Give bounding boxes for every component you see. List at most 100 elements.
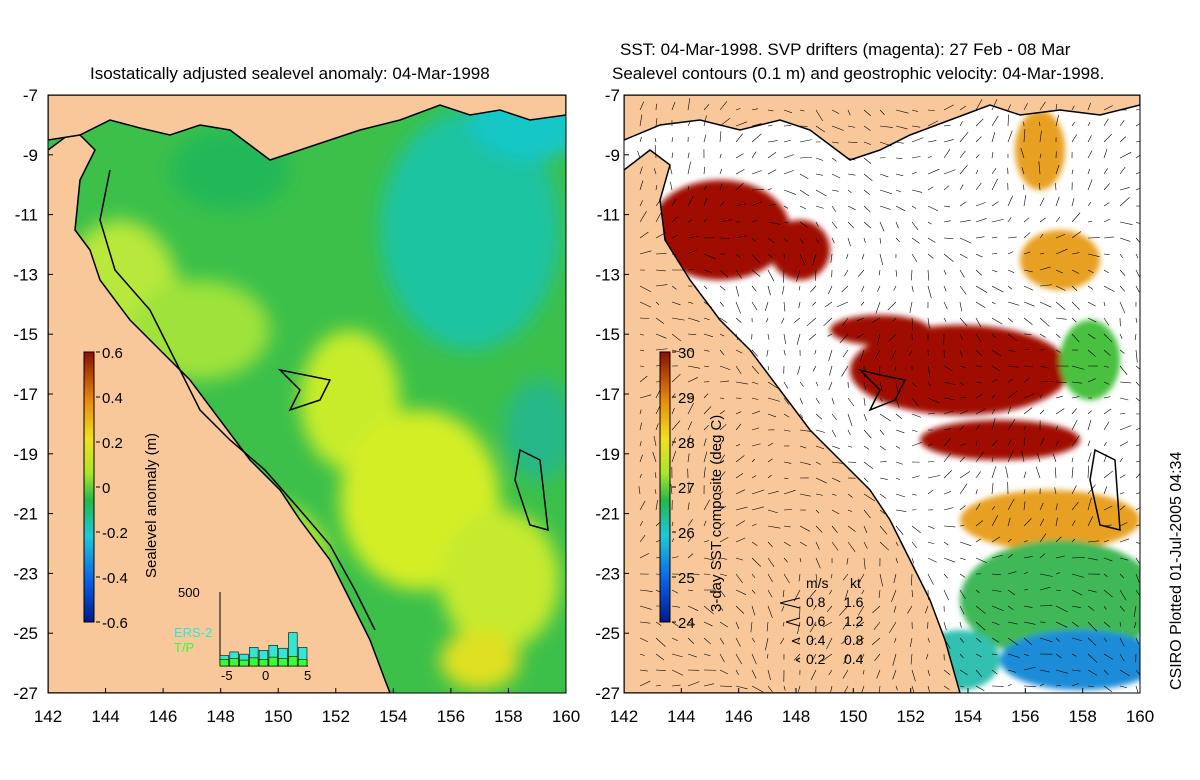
velocity-vector [1023,194,1027,207]
velocity-vector [863,493,876,502]
velocity-vector [927,412,936,415]
velocity-vector [847,205,856,211]
velocity-vector [975,218,987,223]
velocity-vector [1039,101,1046,111]
velocity-vector [943,589,949,601]
velocity-vector [927,285,932,299]
velocity-vector [782,589,785,598]
velocity-vector [1037,452,1041,463]
right-xtick-label: 142 [610,707,638,726]
velocity-vector [927,669,930,676]
velocity-vector [719,219,732,223]
velocity-vector [888,333,897,342]
velocity-vector [1007,637,1019,646]
velocity-vector [813,605,817,610]
velocity-vector [735,621,740,630]
velocity-vector [670,181,673,191]
velocity-vector [1007,317,1014,323]
velocity-vector [1103,317,1110,326]
velocity-vector [891,589,897,602]
velocity-vector [1023,285,1034,291]
velocity-vector [895,445,901,449]
velocity-vector [959,653,964,659]
velocity-vector [943,410,954,415]
velocity-vector [830,253,833,263]
velocity-vector [875,301,881,314]
velocity-vector [975,285,988,293]
velocity-vector [1071,435,1080,447]
velocity-vector [1087,317,1097,323]
velocity-vector [799,173,809,179]
velocity-vector [750,621,753,633]
velocity-vector [975,182,982,191]
velocity-vector [735,653,742,665]
velocity-vector [821,653,833,662]
velocity-vector [815,221,819,227]
velocity-vector [1039,553,1046,559]
velocity-vector [751,349,759,357]
velocity-vector [1087,685,1095,688]
velocity-vector [991,349,1002,357]
velocity-vector [703,605,714,615]
velocity-vector [806,317,817,327]
velocity-vector [783,489,796,495]
left-xtick-label: 144 [91,707,119,726]
velocity-vector [991,99,998,111]
velocity-vector [1055,216,1061,223]
velocity-vector [1023,393,1035,399]
velocity-vector [871,637,881,646]
velocity-vector [687,589,693,592]
velocity-vector [842,573,849,581]
velocity-vector [1007,589,1016,596]
velocity-vector [783,189,797,195]
velocity-vector [959,557,966,560]
velocity-vector [959,365,966,369]
velocity-vector [975,538,982,543]
velocity-vector [751,541,758,547]
velocity-vector [927,489,934,495]
velocity-vector [783,139,792,143]
velocity-vector [767,285,771,296]
right-xtick-label: 150 [839,707,867,726]
inset-bar-tp [268,656,278,667]
velocity-vector [873,621,881,631]
velocity-vector [863,525,868,534]
velocity-vector [861,253,865,260]
velocity-vector [1103,396,1111,399]
velocity-vector [1007,669,1016,673]
velocity-vector [735,573,743,584]
velocity-vector [831,125,844,131]
velocity-vector [861,589,865,595]
velocity-vector [1103,301,1106,307]
velocity-vector [799,189,810,197]
velocity-vector [1103,573,1108,578]
velocity-vector [895,237,901,243]
velocity-vector [1119,187,1130,191]
velocity-vector [1103,441,1107,447]
velocity-vector [846,253,849,259]
velocity-vector [1023,501,1026,511]
velocity-vector [815,557,821,569]
velocity-vector [1087,540,1100,543]
velocity-vector [1103,557,1113,562]
velocity-vector [703,557,715,561]
velocity-vector [1103,505,1113,511]
velocity-vector [703,438,707,447]
velocity-vector [847,157,856,161]
velocity-vector [1007,251,1014,255]
velocity-vector [719,131,722,143]
velocity-vector [1087,557,1098,561]
velocity-vector [751,637,756,643]
velocity-vector [815,461,821,465]
velocity-vector [959,505,966,511]
velocity-vector [1119,253,1123,259]
velocity-vector [1103,685,1113,693]
velocity-vector [1135,253,1139,259]
velocity-vector [1135,507,1140,511]
velocity-vector [991,457,994,463]
velocity-vector [671,253,677,255]
velocity-vector [991,418,996,431]
velocity-vector [815,189,827,197]
velocity-vector [1071,457,1074,463]
velocity-vector [943,237,954,240]
